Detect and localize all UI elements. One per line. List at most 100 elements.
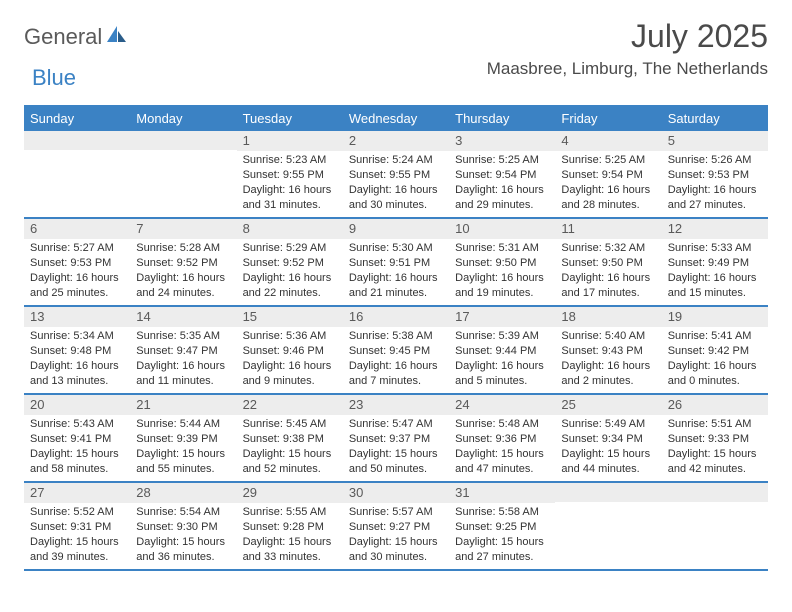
- day-number: 13: [24, 307, 130, 327]
- daylight-text: Daylight: 16 hours and 9 minutes.: [243, 359, 337, 389]
- sunrise-text: Sunrise: 5:35 AM: [136, 329, 230, 344]
- sunset-text: Sunset: 9:45 PM: [349, 344, 443, 359]
- sunrise-text: Sunrise: 5:26 AM: [668, 153, 762, 168]
- sunset-text: Sunset: 9:43 PM: [561, 344, 655, 359]
- day-header: Thursday: [449, 107, 555, 131]
- month-title: July 2025: [487, 18, 768, 55]
- day-header: Monday: [130, 107, 236, 131]
- sunrise-text: Sunrise: 5:51 AM: [668, 417, 762, 432]
- daylight-text: Daylight: 15 hours and 27 minutes.: [455, 535, 549, 565]
- sunset-text: Sunset: 9:41 PM: [30, 432, 124, 447]
- sunset-text: Sunset: 9:55 PM: [349, 168, 443, 183]
- sunset-text: Sunset: 9:49 PM: [668, 256, 762, 271]
- sunset-text: Sunset: 9:52 PM: [243, 256, 337, 271]
- sunset-text: Sunset: 9:34 PM: [561, 432, 655, 447]
- day-number: 10: [449, 219, 555, 239]
- day-detail: Sunrise: 5:51 AMSunset: 9:33 PMDaylight:…: [662, 415, 768, 480]
- day-cell: 1Sunrise: 5:23 AMSunset: 9:55 PMDaylight…: [237, 131, 343, 217]
- day-detail: Sunrise: 5:54 AMSunset: 9:30 PMDaylight:…: [130, 503, 236, 568]
- sunset-text: Sunset: 9:33 PM: [668, 432, 762, 447]
- day-number: 24: [449, 395, 555, 415]
- day-number: 31: [449, 483, 555, 503]
- day-cell: [130, 131, 236, 217]
- day-header: Sunday: [24, 107, 130, 131]
- day-detail: Sunrise: 5:32 AMSunset: 9:50 PMDaylight:…: [555, 239, 661, 304]
- day-cell: 8Sunrise: 5:29 AMSunset: 9:52 PMDaylight…: [237, 219, 343, 305]
- calendar-grid: SundayMondayTuesdayWednesdayThursdayFrid…: [24, 105, 768, 571]
- day-detail: Sunrise: 5:29 AMSunset: 9:52 PMDaylight:…: [237, 239, 343, 304]
- day-cell: 30Sunrise: 5:57 AMSunset: 9:27 PMDayligh…: [343, 483, 449, 569]
- day-detail: Sunrise: 5:23 AMSunset: 9:55 PMDaylight:…: [237, 151, 343, 216]
- day-cell: 26Sunrise: 5:51 AMSunset: 9:33 PMDayligh…: [662, 395, 768, 481]
- day-number: 9: [343, 219, 449, 239]
- day-number: 21: [130, 395, 236, 415]
- sunrise-text: Sunrise: 5:34 AM: [30, 329, 124, 344]
- sunrise-text: Sunrise: 5:58 AM: [455, 505, 549, 520]
- day-detail: Sunrise: 5:36 AMSunset: 9:46 PMDaylight:…: [237, 327, 343, 392]
- daylight-text: Daylight: 16 hours and 31 minutes.: [243, 183, 337, 213]
- day-header: Saturday: [662, 107, 768, 131]
- day-number: 6: [24, 219, 130, 239]
- sunset-text: Sunset: 9:28 PM: [243, 520, 337, 535]
- daylight-text: Daylight: 15 hours and 50 minutes.: [349, 447, 443, 477]
- day-cell: 31Sunrise: 5:58 AMSunset: 9:25 PMDayligh…: [449, 483, 555, 569]
- day-number: 8: [237, 219, 343, 239]
- sunrise-text: Sunrise: 5:38 AM: [349, 329, 443, 344]
- day-cell: 24Sunrise: 5:48 AMSunset: 9:36 PMDayligh…: [449, 395, 555, 481]
- day-detail: Sunrise: 5:41 AMSunset: 9:42 PMDaylight:…: [662, 327, 768, 392]
- day-cell: 3Sunrise: 5:25 AMSunset: 9:54 PMDaylight…: [449, 131, 555, 217]
- sunset-text: Sunset: 9:50 PM: [455, 256, 549, 271]
- sunset-text: Sunset: 9:55 PM: [243, 168, 337, 183]
- day-cell: 19Sunrise: 5:41 AMSunset: 9:42 PMDayligh…: [662, 307, 768, 393]
- day-detail: Sunrise: 5:35 AMSunset: 9:47 PMDaylight:…: [130, 327, 236, 392]
- day-detail: Sunrise: 5:45 AMSunset: 9:38 PMDaylight:…: [237, 415, 343, 480]
- day-cell: 18Sunrise: 5:40 AMSunset: 9:43 PMDayligh…: [555, 307, 661, 393]
- sunset-text: Sunset: 9:27 PM: [349, 520, 443, 535]
- sunrise-text: Sunrise: 5:45 AM: [243, 417, 337, 432]
- sunrise-text: Sunrise: 5:30 AM: [349, 241, 443, 256]
- week-row: 6Sunrise: 5:27 AMSunset: 9:53 PMDaylight…: [24, 219, 768, 307]
- day-cell: 5Sunrise: 5:26 AMSunset: 9:53 PMDaylight…: [662, 131, 768, 217]
- sunrise-text: Sunrise: 5:44 AM: [136, 417, 230, 432]
- day-cell: 17Sunrise: 5:39 AMSunset: 9:44 PMDayligh…: [449, 307, 555, 393]
- sunset-text: Sunset: 9:44 PM: [455, 344, 549, 359]
- calendar-page: General July 2025 Maasbree, Limburg, The…: [0, 0, 792, 571]
- sunrise-text: Sunrise: 5:24 AM: [349, 153, 443, 168]
- daylight-text: Daylight: 15 hours and 30 minutes.: [349, 535, 443, 565]
- day-detail: Sunrise: 5:28 AMSunset: 9:52 PMDaylight:…: [130, 239, 236, 304]
- day-cell: 28Sunrise: 5:54 AMSunset: 9:30 PMDayligh…: [130, 483, 236, 569]
- day-number: 26: [662, 395, 768, 415]
- sunrise-text: Sunrise: 5:39 AM: [455, 329, 549, 344]
- day-detail: Sunrise: 5:52 AMSunset: 9:31 PMDaylight:…: [24, 503, 130, 568]
- day-number: 18: [555, 307, 661, 327]
- day-cell: 21Sunrise: 5:44 AMSunset: 9:39 PMDayligh…: [130, 395, 236, 481]
- sunset-text: Sunset: 9:42 PM: [668, 344, 762, 359]
- sunset-text: Sunset: 9:46 PM: [243, 344, 337, 359]
- day-number: 11: [555, 219, 661, 239]
- sunset-text: Sunset: 9:54 PM: [561, 168, 655, 183]
- sunset-text: Sunset: 9:36 PM: [455, 432, 549, 447]
- week-row: 1Sunrise: 5:23 AMSunset: 9:55 PMDaylight…: [24, 131, 768, 219]
- day-number: 29: [237, 483, 343, 503]
- sunset-text: Sunset: 9:53 PM: [30, 256, 124, 271]
- sunrise-text: Sunrise: 5:57 AM: [349, 505, 443, 520]
- day-detail: Sunrise: 5:25 AMSunset: 9:54 PMDaylight:…: [555, 151, 661, 216]
- logo: General: [24, 18, 130, 50]
- daylight-text: Daylight: 16 hours and 27 minutes.: [668, 183, 762, 213]
- day-detail: Sunrise: 5:55 AMSunset: 9:28 PMDaylight:…: [237, 503, 343, 568]
- daylight-text: Daylight: 15 hours and 44 minutes.: [561, 447, 655, 477]
- daylight-text: Daylight: 15 hours and 47 minutes.: [455, 447, 549, 477]
- daylight-text: Daylight: 16 hours and 30 minutes.: [349, 183, 443, 213]
- week-row: 27Sunrise: 5:52 AMSunset: 9:31 PMDayligh…: [24, 483, 768, 571]
- day-number: 1: [237, 131, 343, 151]
- day-number: [24, 131, 130, 150]
- sunrise-text: Sunrise: 5:28 AM: [136, 241, 230, 256]
- day-detail: Sunrise: 5:48 AMSunset: 9:36 PMDaylight:…: [449, 415, 555, 480]
- day-detail: Sunrise: 5:38 AMSunset: 9:45 PMDaylight:…: [343, 327, 449, 392]
- sunset-text: Sunset: 9:52 PM: [136, 256, 230, 271]
- day-number: [130, 131, 236, 150]
- location-label: Maasbree, Limburg, The Netherlands: [487, 59, 768, 79]
- title-block: July 2025 Maasbree, Limburg, The Netherl…: [487, 18, 768, 79]
- sunrise-text: Sunrise: 5:52 AM: [30, 505, 124, 520]
- day-cell: 9Sunrise: 5:30 AMSunset: 9:51 PMDaylight…: [343, 219, 449, 305]
